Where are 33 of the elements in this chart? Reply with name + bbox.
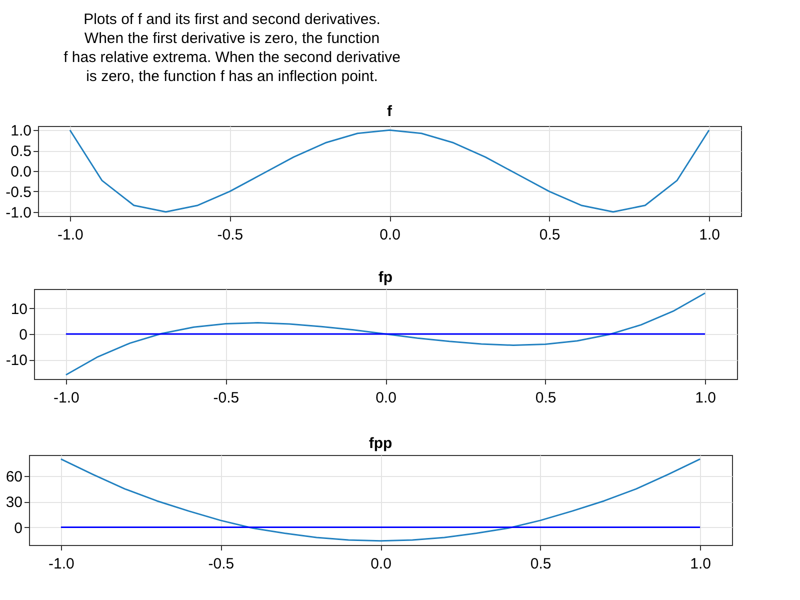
x-tick-label: -0.5 [208,556,234,572]
y-tick-label: 10 [10,300,28,318]
x-tick-label: 0.5 [530,556,552,572]
y-tick-label: -10 [6,352,28,370]
text: Plots of f and its first and second derivatives. When the first derivative is zero, the function f has relative extrema. When the second derivative is zero, the function f has an inflection point. [62,10,402,87]
y-tick-label: 0 [14,520,22,537]
line-series [60,458,701,542]
y-tick-label: 60 [6,468,22,486]
x-tick-label: -1.0 [54,390,80,406]
x-tick-label: -1.0 [58,226,84,244]
x-tick-label: 1.0 [695,390,716,406]
y-tick-label: 0.0 [10,164,32,180]
x-tick-label: -1.0 [48,556,74,572]
x-tick-label: 0.0 [376,390,396,406]
y-tick-label: 0 [19,326,28,344]
x-tick-label: 0.5 [539,226,560,244]
y-tick-label: -1.0 [6,204,32,222]
chart-title: fp [378,269,393,286]
x-tick-label: 0.0 [380,226,400,244]
y-tick-label: 1.0 [10,122,32,140]
y-tick-label: 0.5 [10,143,32,160]
chart-title: f [387,103,393,120]
y-tick-label: -0.5 [6,184,32,201]
x-tick-label: -0.5 [217,226,244,244]
chart-title: fpp [368,435,392,452]
y-tick-label: 30 [6,494,22,512]
x-tick-label: 0.5 [535,390,556,406]
x-tick-label: 1.0 [690,556,711,572]
x-tick-label: 0.0 [370,556,392,572]
line-series [65,292,706,376]
x-tick-label: -0.5 [213,390,240,406]
x-tick-label: 1.0 [699,226,720,244]
line-series [69,129,710,213]
